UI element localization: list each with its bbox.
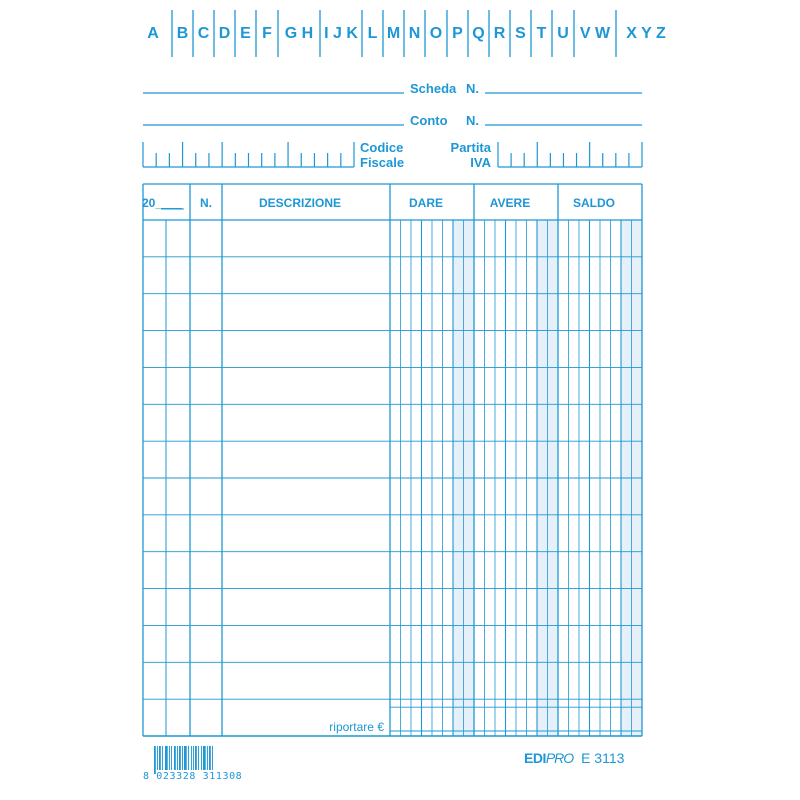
conto-label: Conto bbox=[410, 113, 448, 128]
col-description-header: DESCRIZIONE bbox=[258, 196, 342, 210]
partita-iva-label-1: Partita bbox=[450, 140, 491, 155]
barcode-bar bbox=[157, 746, 158, 770]
product-code: E 3113 bbox=[581, 750, 625, 766]
barcode-bar bbox=[182, 746, 183, 770]
alphabet-tab[interactable]: R bbox=[493, 25, 506, 42]
conto-number-label: N. bbox=[466, 113, 479, 128]
brand-bold: EDI bbox=[524, 750, 546, 766]
riportare-label: riportare € bbox=[329, 720, 384, 734]
alphabet-tab[interactable]: L bbox=[367, 25, 378, 42]
alphabet-tab[interactable]: D bbox=[218, 25, 231, 42]
barcode-bar bbox=[195, 746, 197, 770]
col-avere-header: AVERE bbox=[489, 196, 531, 210]
barcode-bar bbox=[203, 746, 206, 770]
col-year-header: 20____ bbox=[141, 196, 183, 210]
codice-fiscale-label-1: Codice bbox=[360, 140, 404, 155]
barcode-bar bbox=[207, 746, 208, 770]
alphabet-tab[interactable]: G H bbox=[284, 25, 314, 42]
barcode-bar bbox=[154, 746, 156, 774]
alphabet-tab[interactable]: N bbox=[408, 25, 421, 42]
barcode-bar bbox=[165, 746, 168, 770]
barcode-bar bbox=[174, 746, 176, 770]
alphabet-tab[interactable]: S bbox=[515, 25, 526, 42]
col-number-header: N. bbox=[200, 196, 212, 210]
codice-fiscale-label-2: Fiscale bbox=[360, 155, 405, 170]
partita-iva-label-2: IVA bbox=[470, 155, 491, 170]
barcode-bar bbox=[171, 746, 172, 770]
alphabet-tab[interactable]: A bbox=[147, 25, 159, 42]
barcode-bar bbox=[191, 746, 192, 770]
alphabet-tab[interactable]: U bbox=[557, 25, 569, 42]
barcode-bar bbox=[212, 746, 213, 770]
alphabet-tab[interactable]: I J K bbox=[324, 25, 358, 42]
barcode-bar bbox=[209, 746, 211, 770]
barcode-digits: 8 023328 311308 bbox=[143, 771, 243, 782]
barcode-bar bbox=[198, 746, 199, 770]
scheda-label: Scheda bbox=[410, 81, 457, 96]
barcode-bar bbox=[162, 746, 163, 770]
alphabet-tab[interactable]: X Y Z bbox=[626, 25, 666, 42]
alphabet-tab[interactable]: Q bbox=[472, 25, 485, 42]
alphabet-tab[interactable]: B bbox=[176, 25, 189, 42]
barcode-bar bbox=[159, 746, 161, 770]
alphabet-tab[interactable]: C bbox=[197, 25, 210, 42]
alphabet-tab[interactable]: O bbox=[429, 25, 443, 42]
barcode-bar bbox=[177, 746, 178, 770]
alphabet-tab[interactable]: E bbox=[240, 25, 251, 42]
col-saldo-header: SALDO bbox=[573, 196, 615, 210]
brand-logo: EDIPRO E 3113 bbox=[524, 750, 624, 766]
scheda-number-label: N. bbox=[466, 81, 479, 96]
barcode-bar bbox=[179, 746, 181, 770]
alphabet-tab[interactable]: F bbox=[262, 25, 272, 42]
col-dare-header: DARE bbox=[408, 196, 444, 210]
alphabet-tab[interactable]: T bbox=[536, 25, 547, 42]
barcode-bar bbox=[201, 746, 202, 770]
brand-light: PRO bbox=[545, 750, 574, 766]
barcode-bar bbox=[188, 746, 189, 770]
alphabet-tab[interactable]: V W bbox=[579, 25, 611, 42]
barcode-bar bbox=[184, 746, 187, 770]
alphabet-tab[interactable]: M bbox=[386, 25, 401, 42]
barcode-bar bbox=[193, 746, 194, 770]
alphabet-tab[interactable]: P bbox=[452, 25, 463, 42]
barcode-bar bbox=[169, 746, 170, 770]
